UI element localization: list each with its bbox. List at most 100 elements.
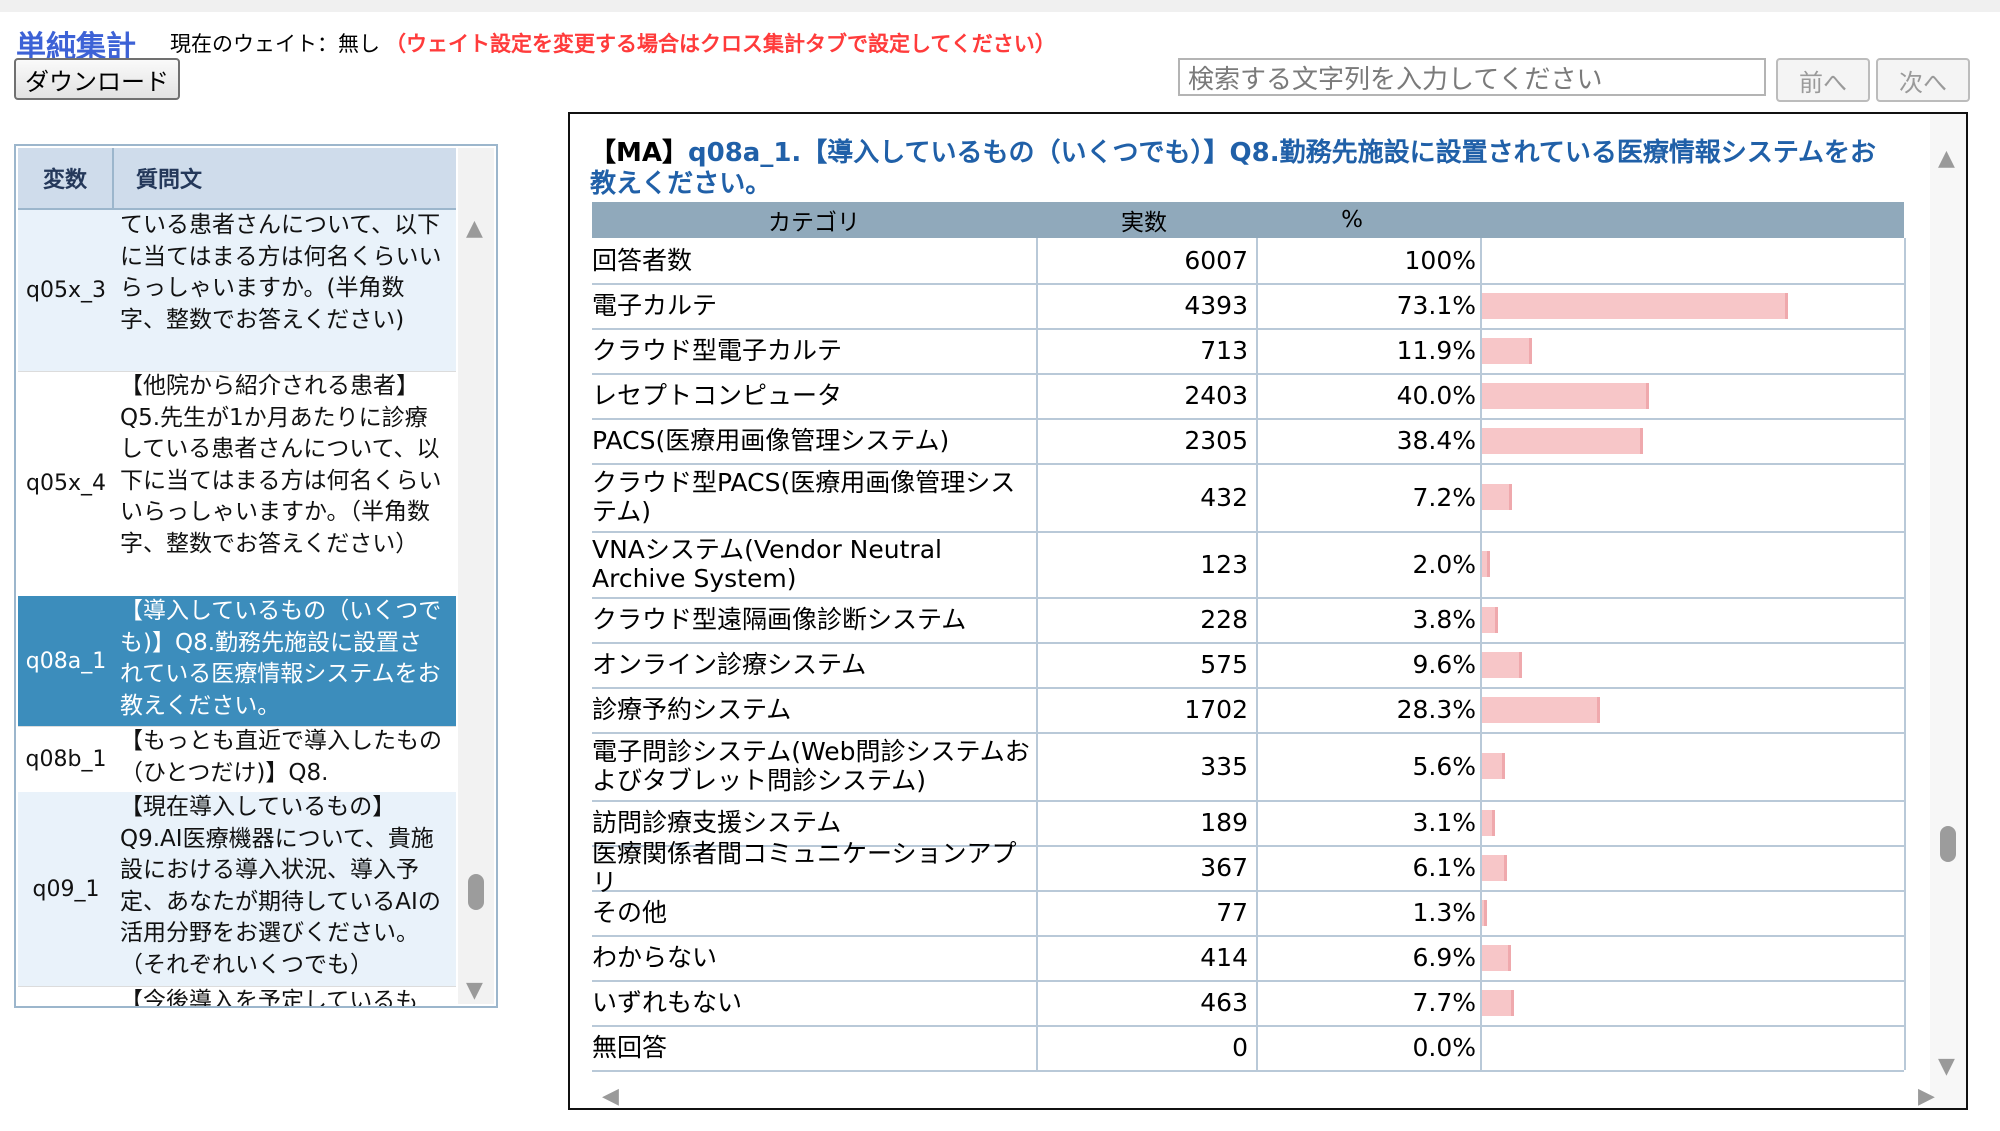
count-value: 1702: [1036, 687, 1252, 732]
variable-row-partial[interactable]: 【今後導入を予定しているも: [18, 986, 456, 1006]
scroll-down-icon[interactable]: ▼: [1938, 1054, 1955, 1079]
count-value: 367: [1036, 845, 1252, 890]
category-label: 電子問診システム(Web問診システムおよびタブレット問診システム): [592, 737, 1030, 795]
result-scrollbar-vertical[interactable]: ▲ ▼: [1930, 114, 1966, 1108]
category-label: クラウド型遠隔画像診断システム: [592, 605, 967, 634]
bar-cell: [1480, 935, 1906, 980]
percent-bar: [1482, 382, 1649, 409]
bar-cell: [1480, 687, 1906, 732]
count-value: 6007: [1036, 238, 1252, 283]
bar-cell: [1480, 463, 1906, 531]
bar-cell: [1480, 238, 1906, 283]
percent-value: 5.6%: [1256, 732, 1478, 800]
count-value: 123: [1036, 531, 1252, 597]
count-value: 228: [1036, 597, 1252, 642]
weight-label: 現在のウェイト：無し: [170, 32, 380, 56]
scroll-right-icon[interactable]: ▶: [1918, 1084, 1935, 1109]
variable-name: [18, 986, 114, 1006]
percent-value: 38.4%: [1256, 418, 1478, 463]
result-row: 電子カルテ 4393 73.1%: [592, 283, 1906, 330]
count-value: 463: [1036, 980, 1252, 1025]
bar-cell: [1480, 980, 1906, 1025]
column-header-question: 質問文: [136, 168, 203, 193]
variable-name: q05x_3: [26, 278, 106, 303]
count-value: 335: [1036, 732, 1252, 800]
result-row: PACS(医療用画像管理システム) 2305 38.4%: [592, 418, 1906, 465]
result-table-header: カテゴリ 実数 %: [592, 202, 1904, 238]
percent-value: 28.3%: [1256, 687, 1478, 732]
percent-bar: [1482, 854, 1507, 881]
column-header-percent: %: [1341, 207, 1363, 233]
variable-row-q08b_1[interactable]: q08b_1 【もっとも直近で導入したもの（ひとつだけ)】Q8.: [18, 726, 456, 793]
result-row: 回答者数 6007 100%: [592, 238, 1906, 285]
bar-cell: [1480, 373, 1906, 418]
question-text: 【もっとも直近で導入したもの（ひとつだけ)】Q8.: [120, 728, 442, 786]
bar-cell: [1480, 845, 1906, 890]
question-text: 【現在導入しているもの】Q9.AI医療機器について、貴施設における導入状況、導入…: [120, 794, 441, 978]
variable-name: q09_1: [32, 876, 100, 902]
result-row: クラウド型遠隔画像診断システム 228 3.8%: [592, 597, 1906, 644]
variable-name: q08a_1: [25, 648, 107, 674]
result-row: クラウド型電子カルテ 713 11.9%: [592, 328, 1906, 375]
variable-name: q08b_1: [25, 746, 107, 772]
percent-bar: [1482, 753, 1505, 779]
bar-cell: [1480, 531, 1906, 597]
category-label: 訪問診療支援システム: [592, 808, 842, 837]
percent-value: 2.0%: [1256, 531, 1478, 597]
variable-row-q05x_3[interactable]: q05x_3 ている患者さんについて、以下に当てはまる方は何名くらいいらっしゃい…: [18, 210, 456, 372]
result-row: 診療予約システム 1702 28.3%: [592, 687, 1906, 734]
prev-button[interactable]: 前へ: [1776, 58, 1870, 102]
percent-bar: [1482, 809, 1495, 836]
count-value: 575: [1036, 642, 1252, 687]
variable-row-q08a_1-selected[interactable]: q08a_1 【導入しているもの（いくつでも)】Q8.勤務先施設に設置されている…: [18, 596, 456, 727]
percent-bar: [1482, 606, 1498, 633]
percent-value: 3.1%: [1256, 800, 1478, 845]
category-label: PACS(医療用画像管理システム): [592, 426, 950, 455]
category-label: いずれもない: [592, 988, 743, 1017]
variable-list-scrollbar[interactable]: ▲ ▼: [458, 148, 494, 1004]
category-label: その他: [592, 898, 668, 927]
count-value: 189: [1036, 800, 1252, 845]
bar-cell: [1480, 1025, 1906, 1070]
count-value: 4393: [1036, 283, 1252, 328]
next-button[interactable]: 次へ: [1876, 58, 1970, 102]
bar-cell: [1480, 418, 1906, 463]
percent-bar: [1482, 989, 1514, 1016]
variable-row-q05x_4[interactable]: q05x_4 【他院から紹介される患者】Q5.先生が1か月あたりに診療している患…: [18, 371, 456, 597]
question-text: 【今後導入を予定しているも: [120, 988, 419, 1006]
percent-value: 7.7%: [1256, 980, 1478, 1025]
percent-value: 3.8%: [1256, 597, 1478, 642]
result-row: 医療関係者間コミュニケーションアプリ 367 6.1%: [592, 839, 1906, 897]
question-text: 【導入しているもの（いくつでも)】Q8.勤務先施設に設置されている医療情報システ…: [120, 598, 442, 719]
search-input[interactable]: 検索する文字列を入力してください: [1178, 58, 1766, 96]
bar-cell: [1480, 732, 1906, 800]
count-value: 0: [1036, 1025, 1252, 1070]
bar-cell: [1480, 328, 1906, 373]
bar-cell: [1480, 597, 1906, 642]
result-row: 電子問診システム(Web問診システムおよびタブレット問診システム) 335 5.6%: [592, 732, 1906, 802]
scroll-up-icon[interactable]: ▲: [1938, 146, 1955, 171]
bar-cell: [1480, 283, 1906, 328]
column-header-variable: 変数: [18, 148, 114, 208]
scroll-down-icon[interactable]: ▼: [466, 978, 483, 1003]
scroll-up-icon[interactable]: ▲: [466, 216, 483, 241]
variable-name: q05x_4: [26, 471, 106, 496]
result-row: オンライン診療システム 575 9.6%: [592, 642, 1906, 689]
bar-cell: [1480, 800, 1906, 845]
category-label: 無回答: [592, 1033, 668, 1062]
percent-bar: [1482, 696, 1600, 723]
question-text: ている患者さんについて、以下に当てはまる方は何名くらいいらっしゃいますか。(半角…: [120, 212, 442, 333]
column-header-count: 実数: [1121, 210, 1167, 236]
percent-bar: [1482, 484, 1512, 510]
top-strip: [0, 0, 2000, 12]
result-row: 無回答 0 0.0%: [592, 1025, 1906, 1072]
download-button[interactable]: ダウンロード: [14, 58, 180, 100]
result-row: その他 77 1.3%: [592, 890, 1906, 937]
count-value: 414: [1036, 935, 1252, 980]
scroll-left-icon[interactable]: ◀: [602, 1084, 619, 1109]
variable-row-q09_1[interactable]: q09_1 【現在導入しているもの】Q9.AI医療機器について、貴施設における導…: [18, 792, 456, 987]
percent-value: 9.6%: [1256, 642, 1478, 687]
scroll-thumb[interactable]: [468, 874, 484, 910]
percent-value: 6.1%: [1256, 845, 1478, 890]
scroll-thumb[interactable]: [1940, 826, 1956, 862]
